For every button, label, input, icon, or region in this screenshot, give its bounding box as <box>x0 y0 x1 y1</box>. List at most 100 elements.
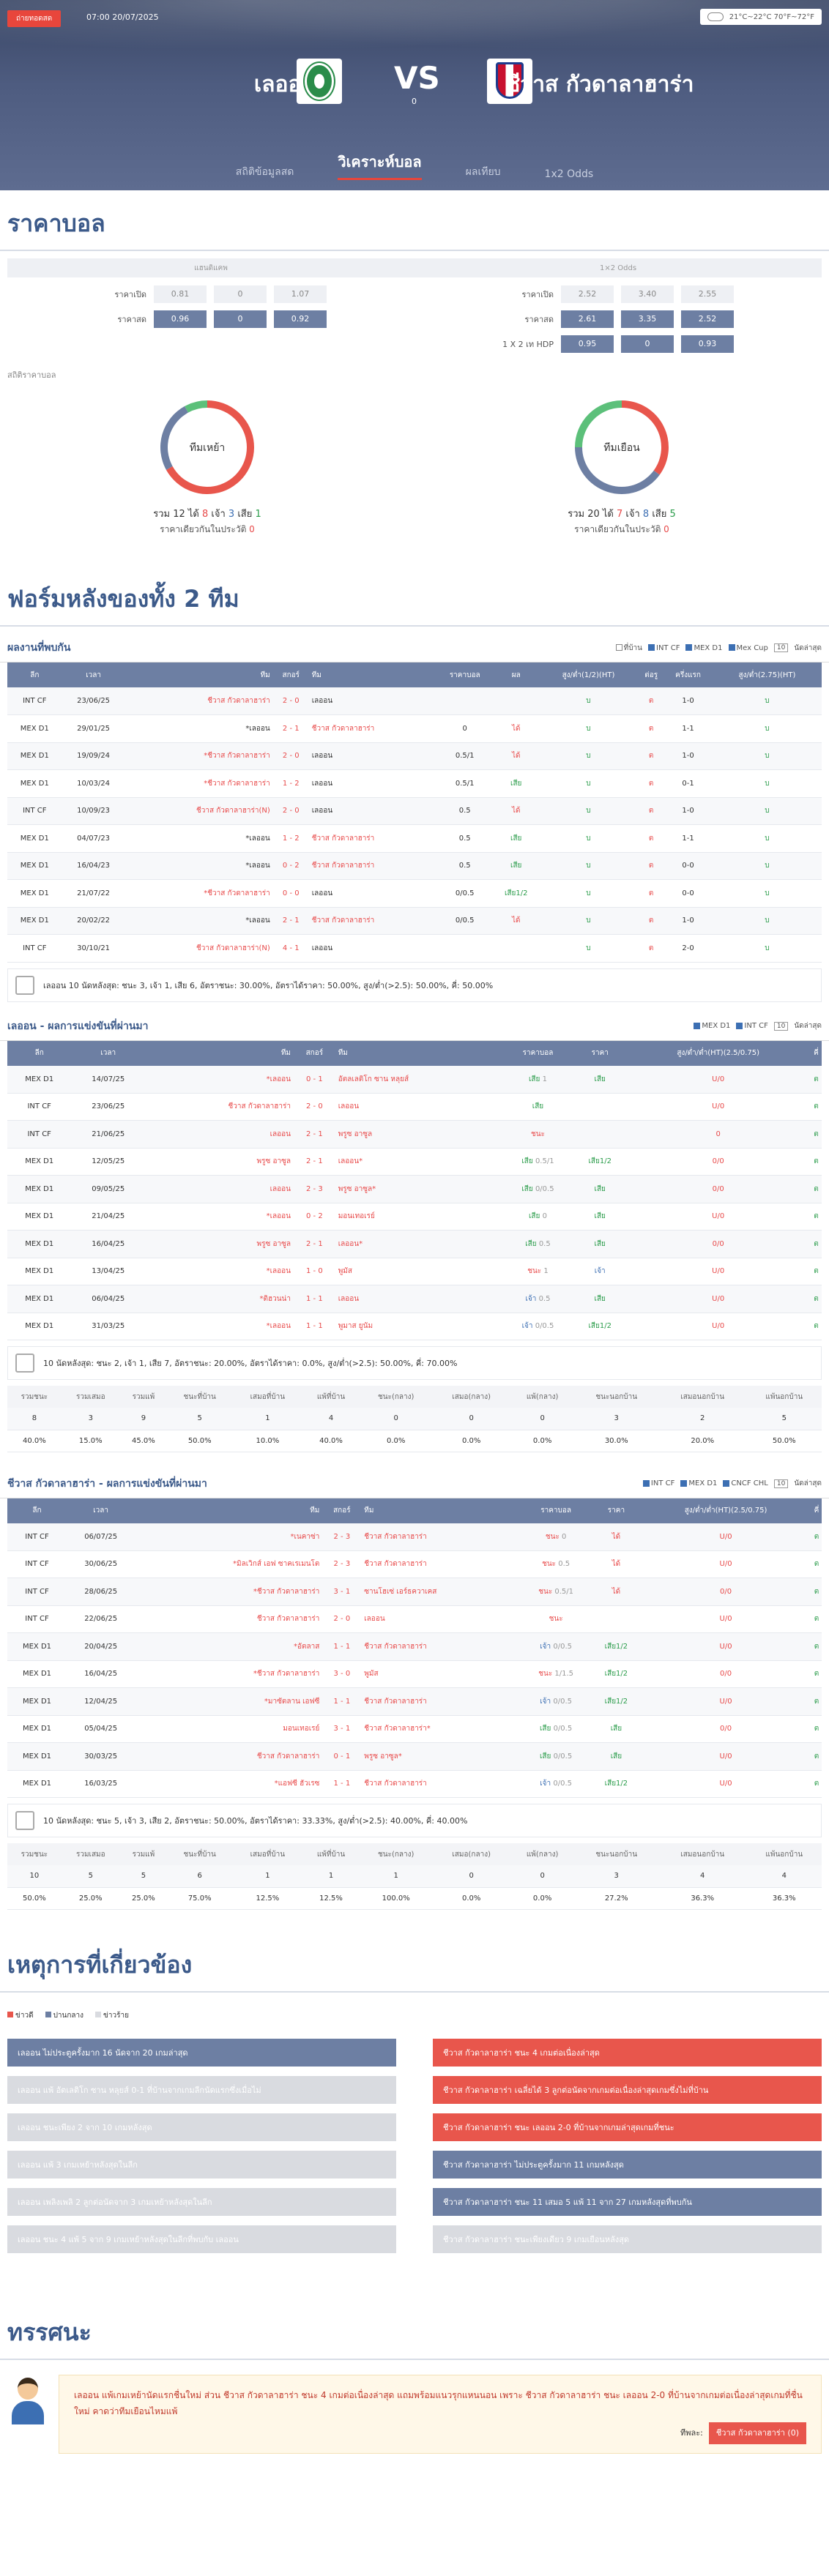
table-cell[interactable]: พรูซ อาซูล* <box>360 1742 520 1771</box>
table-cell[interactable]: *ชีวาส กัวดาลาฮาร่า <box>124 879 275 908</box>
checkbox-icon[interactable] <box>685 644 693 651</box>
odds-value[interactable]: 2.61 <box>561 310 614 328</box>
table-cell[interactable]: เลออน* <box>333 1230 502 1258</box>
handicap-header[interactable]: แฮนดิแคพ <box>194 264 228 272</box>
match-count-select[interactable]: 10 <box>773 643 789 652</box>
table-row[interactable]: MEX D1 16/04/23 *เลออน 0 - 2 ชีวาส กัวดาลาฮา… <box>7 852 822 880</box>
table-row[interactable]: MEX D1 16/03/25 *แอฟซี ฮัวเรซ 1 - 1 ชีวาส กั… <box>7 1770 822 1798</box>
odds-value[interactable]: 0.92 <box>274 310 327 328</box>
tab-compare[interactable]: ผลเทียบ <box>465 166 501 178</box>
table-cell[interactable]: เลออน <box>145 1120 295 1149</box>
table-cell[interactable]: ชีวาส กัวดาลาฮาร่า <box>360 1770 520 1798</box>
column-header[interactable]: ราคา <box>573 1040 626 1066</box>
checkbox-icon[interactable] <box>615 644 622 651</box>
event-item[interactable]: เลออน เพลิงเพลิ 2 ลูกต่อนัดจาก 3 เกมเหย้… <box>7 2187 396 2216</box>
table-cell[interactable]: *ชีวาส กัวดาลาฮาร่า <box>124 742 275 770</box>
table-cell[interactable]: *มาซัตลาน เอฟซี <box>135 1687 324 1716</box>
filter-option[interactable]: CNCF CHL <box>723 1479 768 1487</box>
table-row[interactable]: INT CF 10/09/23 ชีวาส กัวดาลาฮาร่า(N) 2 - 0… <box>7 797 822 825</box>
odds-value[interactable]: 0.95 <box>561 335 614 353</box>
table-cell[interactable]: พรูซ อาซูล <box>145 1230 295 1258</box>
table-row[interactable]: MEX D1 20/02/22 *เลออน 2 - 1 ชีวาส กัวดาลาฮา… <box>7 907 822 935</box>
table-cell[interactable]: ชีวาส กัวดาลาฮาร่า <box>307 852 436 880</box>
filter-option[interactable]: INT CF <box>648 644 680 652</box>
table-cell[interactable]: ชีวาส กัวดาลาฮาร่า <box>135 1742 324 1771</box>
table-cell[interactable]: เลออน <box>307 687 436 715</box>
table-row[interactable]: MEX D1 12/05/25 พรูซ อาซูล 2 - 1 เลออน* เสีย … <box>7 1148 822 1176</box>
filter-option[interactable]: INT CF <box>642 1479 674 1487</box>
table-cell[interactable]: เลออน <box>333 1093 502 1121</box>
column-header[interactable]: สกอร์ <box>324 1498 360 1523</box>
column-header[interactable]: ทีม <box>135 1498 324 1523</box>
table-cell[interactable]: อัตลเลติโก ซาน หลุยส์ <box>333 1065 502 1094</box>
table-cell[interactable]: *เนคาซ่า <box>135 1523 324 1551</box>
table-cell[interactable]: พูมาส ยูนัม <box>333 1313 502 1340</box>
table-cell[interactable]: *ชีวาส กัวดาลาฮาร่า <box>135 1660 324 1688</box>
table-row[interactable]: INT CF 06/07/25 *เนคาซ่า 2 - 3 ชีวาส กัวดาลา… <box>7 1523 822 1551</box>
event-item[interactable]: เลออน ชนะ 4 แพ้ 5 จาก 9 เกมเหย้าหลังสุดใ… <box>7 2225 396 2253</box>
tab-analysis[interactable]: วิเคราะห์บอล <box>338 150 422 180</box>
table-row[interactable]: MEX D1 12/04/25 *มาซัตลาน เอฟซี 1 - 1 ชีวาส … <box>7 1687 822 1716</box>
table-row[interactable]: INT CF 30/06/25 *มิลเวิกส์ เอฟ ซาคเรเมนโต 2… <box>7 1550 822 1578</box>
column-header[interactable]: สูง/ต่ำ(1/2)(HT) <box>538 662 639 687</box>
away-team-logo[interactable] <box>487 59 532 104</box>
column-header[interactable]: เวลา <box>67 1498 135 1523</box>
table-cell[interactable]: พูมัส <box>360 1660 520 1688</box>
event-item[interactable]: ชีวาส กัวดาลาฮาร่า เฉลี่ยได้ 3 ลูกต่อนัด… <box>433 2075 822 2104</box>
table-cell[interactable]: มอนเทอเรย์ <box>333 1203 502 1231</box>
filter-option[interactable]: MEX D1 <box>685 644 723 652</box>
filter-option[interactable]: ที่บ้าน <box>615 643 642 654</box>
table-row[interactable]: MEX D1 21/07/22 *ชีวาส กัวดาลาฮาร่า 0 - 0 เล… <box>7 879 822 908</box>
table-cell[interactable]: ชีวาส กัวดาลาฮาร่า <box>360 1523 520 1551</box>
table-cell[interactable]: ชีวาส กัวดาลาฮาร่า(N) <box>124 797 275 825</box>
table-cell[interactable]: มอนเทอเรย์ <box>135 1715 324 1743</box>
table-row[interactable]: MEX D1 30/03/25 ชีวาส กัวดาลาฮาร่า 0 - 1 พรู… <box>7 1742 822 1771</box>
away-team-name[interactable]: ชีวาส กัวดาลาฮาร่า <box>505 72 694 97</box>
column-header[interactable]: ทีม <box>333 1040 502 1066</box>
checkbox-icon[interactable] <box>723 1479 730 1487</box>
event-item[interactable]: ชีวาส กัวดาลาฮาร่า ชนะ เลออน 2-0 ที่บ้าน… <box>433 2113 822 2141</box>
checkbox-icon[interactable] <box>680 1479 688 1487</box>
odds-value[interactable]: 1.07 <box>274 285 327 303</box>
event-item[interactable]: เลออน แพ้ 3 เกมเหย้าหลังสุดในลีก <box>7 2150 396 2179</box>
column-header[interactable]: ลีก <box>7 662 62 687</box>
table-cell[interactable]: *ชีวาส กัวดาลาฮาร่า <box>124 769 275 798</box>
odds-value[interactable]: 3.40 <box>621 285 674 303</box>
column-header[interactable]: ทีม <box>145 1040 295 1066</box>
table-cell[interactable]: *เลออน <box>124 714 275 743</box>
table-cell[interactable]: *เลออน <box>145 1313 295 1340</box>
table-cell[interactable]: *แอฟซี ฮัวเรซ <box>135 1770 324 1798</box>
table-cell[interactable]: เลออน <box>145 1175 295 1203</box>
odds-value[interactable]: 3.35 <box>621 310 674 328</box>
table-row[interactable]: MEX D1 06/04/25 *ติฮวนน่า 1 - 1 เลออน เจ้า 0.… <box>7 1285 822 1313</box>
column-header[interactable]: ต่อรู <box>639 662 664 687</box>
table-cell[interactable]: พรูซ อาซูล <box>333 1120 502 1149</box>
column-header[interactable]: สูง/ต่ำ(2.75)(HT) <box>712 662 822 687</box>
table-cell[interactable]: ชีวาส กัวดาลาฮาร่า <box>307 714 436 743</box>
odds-value[interactable]: 2.52 <box>681 310 734 328</box>
column-header[interactable]: ผล <box>494 662 538 687</box>
column-header[interactable]: ราคาบอล <box>435 662 494 687</box>
column-header[interactable]: คี่ <box>811 1498 822 1523</box>
table-cell[interactable]: เลออน <box>333 1285 502 1313</box>
table-cell[interactable]: ชีวาส กัวดาลาฮาร่า <box>307 824 436 853</box>
column-header[interactable]: ทีม <box>307 662 436 687</box>
table-cell[interactable]: *ติฮวนน่า <box>145 1285 295 1313</box>
table-cell[interactable]: เลออน <box>360 1605 520 1633</box>
table-cell[interactable]: ชีวาส กัวดาลาฮาร่า* <box>360 1715 520 1743</box>
table-row[interactable]: INT CF 23/06/25 ชีวาส กัวดาลาฮาร่า 2 - 0 เลอ… <box>7 687 822 715</box>
home-team-logo[interactable] <box>297 59 342 104</box>
event-item[interactable]: เลออน ไม่ประตูครั้งมาก 16 นัดจาก 20 เกมล… <box>7 2038 396 2067</box>
table-row[interactable]: MEX D1 31/03/25 *เลออน 1 - 1 พูมาส ยูนัม เจ้า… <box>7 1313 822 1340</box>
table-cell[interactable]: ชีวาส กัวดาลาฮาร่า <box>360 1687 520 1716</box>
table-cell[interactable]: พูมัส <box>333 1258 502 1285</box>
event-item[interactable]: ชีวาส กัวดาลาฮาร่า ชนะ 4 เกมต่อเนื่องล่า… <box>433 2038 822 2067</box>
table-cell[interactable]: ชีวาส กัวดาลาฮาร่า <box>360 1550 520 1578</box>
table-cell[interactable]: *ชีวาส กัวดาลาฮาร่า <box>135 1578 324 1606</box>
odds-value[interactable]: 0.93 <box>681 335 734 353</box>
checkbox-icon[interactable] <box>728 644 735 651</box>
column-header[interactable]: ราคา <box>592 1498 641 1523</box>
table-row[interactable]: MEX D1 05/04/25 มอนเทอเรย์ 3 - 1 ชีวาส กัวดา… <box>7 1715 822 1743</box>
live-button[interactable]: ถ่ายทอดสด <box>7 10 62 27</box>
table-cell[interactable]: พรูซ อาซูล <box>145 1148 295 1176</box>
